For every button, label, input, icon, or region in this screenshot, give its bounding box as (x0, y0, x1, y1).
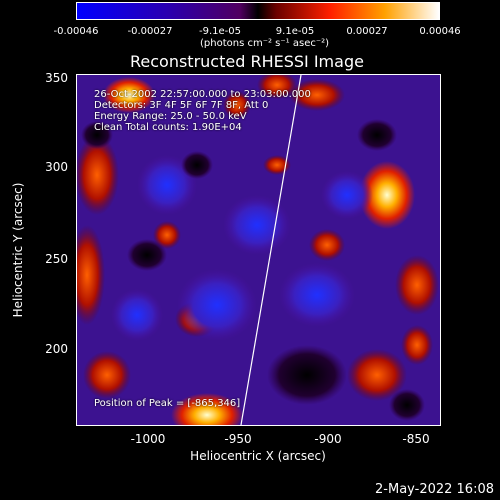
colorbar-gradient (77, 3, 439, 19)
y-tick-label: 250 (45, 252, 68, 266)
colorbar-tick: 0.00046 (419, 26, 461, 37)
info-detectors: Detectors: 3F 4F 5F 6F 7F 8F, Att 0 (94, 100, 269, 111)
emission-patch (111, 289, 163, 341)
emission-patch (77, 225, 105, 325)
x-tick-label: -850 (402, 432, 430, 446)
colorbar (76, 2, 440, 20)
date-stamp: 2-May-2022 16:08 (375, 482, 494, 497)
emission-patch (395, 255, 439, 315)
emission-patch (81, 121, 113, 149)
colorbar-units: (photons cm⁻² s⁻¹ asec⁻²) (200, 38, 330, 49)
x-axis-label: Heliocentric X (arcsec) (190, 449, 326, 463)
emission-patch (309, 229, 345, 261)
emission-peak (103, 77, 155, 113)
rhessi-image-canvas (77, 75, 440, 425)
emission-patch (347, 349, 407, 401)
y-tick-label: 300 (45, 160, 68, 174)
colorbar-tick: 9.1e-05 (275, 26, 315, 37)
emission-patch (223, 91, 251, 119)
emission-patch (357, 119, 397, 151)
y-tick-label: 200 (45, 342, 68, 356)
colorbar-tick: -9.1e-05 (199, 26, 241, 37)
emission-patch (223, 195, 291, 255)
colorbar-tick: -0.00046 (53, 26, 99, 37)
image-title: Reconstructed RHESSI Image (130, 52, 364, 71)
emission-patch (177, 269, 257, 341)
emission-patch (321, 171, 373, 219)
emission-peak (359, 161, 415, 229)
emission-patch (263, 155, 291, 175)
info-time: 26-Oct-2002 22:57:00.000 to 23:03:00.000 (94, 89, 311, 100)
emission-patch (137, 155, 197, 215)
info-peak: Position of Peak = [-865,346] (94, 398, 241, 409)
colorbar-tick: -0.00027 (127, 26, 173, 37)
emission-patch (127, 239, 167, 271)
emission-patch (257, 75, 297, 99)
y-tick-label: 350 (45, 71, 68, 85)
y-axis-label: Heliocentric Y (arcsec) (11, 182, 25, 318)
x-tick-label: -1000 (130, 432, 166, 446)
emission-patch (77, 135, 119, 215)
emission-patch (389, 389, 425, 421)
emission-patch (267, 345, 347, 405)
emission-patch (289, 79, 345, 111)
emission-peak (171, 393, 243, 425)
info-clean: Clean Total counts: 1.90E+04 (94, 122, 242, 133)
x-tick-label: -900 (314, 432, 342, 446)
emission-patch (153, 221, 181, 249)
x-tick-label: -950 (224, 432, 252, 446)
solar-limb-line (240, 75, 302, 425)
emission-patch (401, 325, 433, 365)
emission-patch (279, 263, 355, 327)
rhessi-image (76, 74, 441, 426)
info-energy: Energy Range: 25.0 - 50.0 keV (94, 111, 247, 122)
emission-pattern (77, 75, 439, 425)
colorbar-tick: 0.00027 (346, 26, 388, 37)
emission-patch (83, 351, 131, 399)
emission-patch (181, 151, 213, 179)
